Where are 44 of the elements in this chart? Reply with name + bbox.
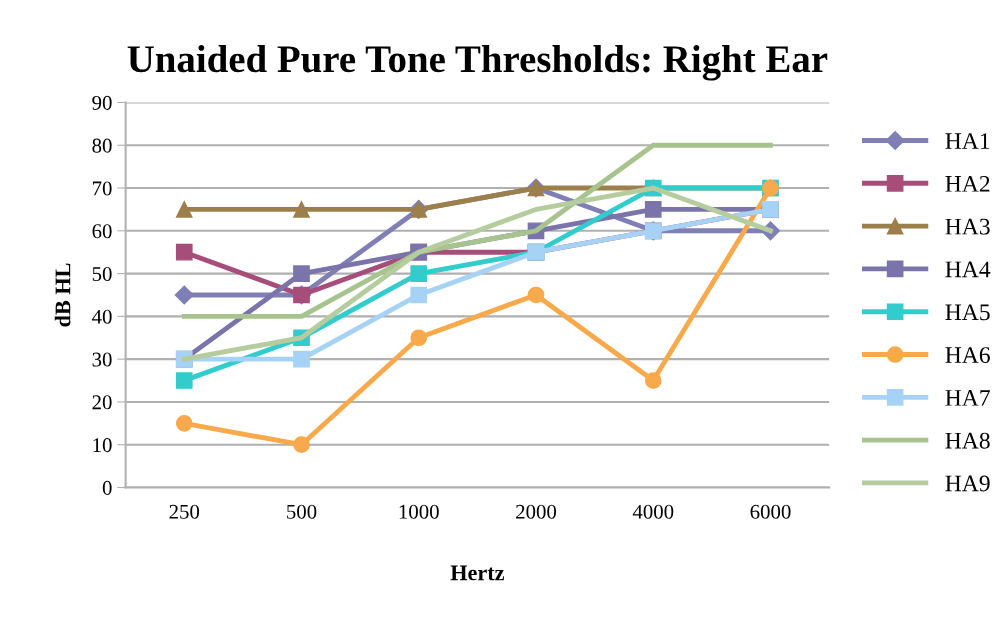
legend-label: HA2 — [945, 175, 990, 192]
legend-label: HA7 — [945, 390, 990, 406]
x-tick-label: 250 — [169, 504, 200, 519]
legend-label: HA9 — [945, 475, 990, 492]
point — [175, 243, 193, 261]
point — [293, 201, 310, 218]
legend-label: HA8 — [945, 432, 990, 449]
point — [644, 201, 662, 218]
point — [293, 436, 310, 454]
point — [527, 286, 545, 304]
y-tick-label: 70 — [92, 181, 112, 196]
y-tick-label: 90 — [92, 95, 112, 110]
y-tick-label: 60 — [92, 224, 112, 239]
y-tick-label: 50 — [92, 266, 112, 282]
x-tick-label: 4000 — [632, 504, 674, 519]
point — [175, 372, 193, 389]
point — [410, 286, 428, 304]
point — [410, 329, 428, 347]
point — [293, 265, 310, 282]
y-axis-title: dB HL — [54, 263, 71, 327]
y-tick-label: 10 — [93, 438, 112, 453]
point — [410, 265, 428, 282]
y-tick-label: 80 — [92, 138, 112, 153]
point — [175, 414, 193, 432]
point — [175, 201, 193, 218]
y-tick-label: 0 — [102, 480, 112, 495]
legend-label: HA4 — [945, 261, 991, 278]
line-series — [181, 142, 773, 319]
x-tick-label: 500 — [287, 504, 317, 519]
chart-title: Unaided Pure Tone Thresholds: Right Ear — [127, 44, 828, 81]
point — [644, 372, 662, 389]
legend-label: HA5 — [945, 304, 990, 321]
x-tick-label: 1000 — [399, 504, 439, 519]
point — [293, 350, 310, 368]
legend-label: HA6 — [945, 347, 990, 364]
y-tick-label: 40 — [92, 309, 112, 324]
x-tick-label: 6000 — [750, 504, 791, 519]
y-tick-label: 20 — [92, 395, 112, 410]
x-axis-title: Hertz — [450, 565, 505, 581]
x-tick-label: 2000 — [516, 504, 557, 519]
legend-label: HA3 — [945, 218, 990, 235]
legend-label: HA1 — [945, 133, 990, 149]
point — [174, 285, 194, 305]
y-tick-label: 30 — [92, 352, 112, 367]
